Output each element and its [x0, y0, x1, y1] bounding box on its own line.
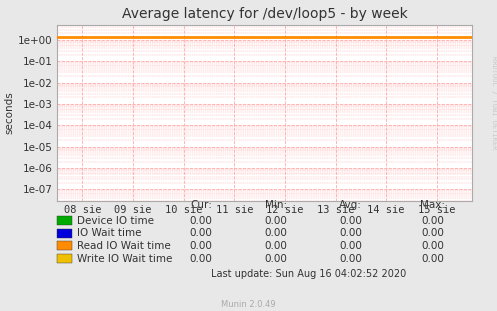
Text: 0.00: 0.00 — [339, 216, 362, 226]
Text: 0.00: 0.00 — [421, 254, 444, 264]
Text: 0.00: 0.00 — [190, 241, 213, 251]
Text: 0.00: 0.00 — [339, 241, 362, 251]
Text: RRDTOOL / TOBI OETIKER: RRDTOOL / TOBI OETIKER — [491, 56, 497, 149]
Y-axis label: seconds: seconds — [5, 91, 15, 134]
Text: 0.00: 0.00 — [190, 216, 213, 226]
Text: Avg:: Avg: — [339, 200, 362, 210]
Title: Average latency for /dev/loop5 - by week: Average latency for /dev/loop5 - by week — [122, 7, 408, 21]
Text: Max:: Max: — [420, 200, 445, 210]
Text: 0.00: 0.00 — [264, 254, 287, 264]
Text: Device IO time: Device IO time — [77, 216, 154, 226]
Text: 0.00: 0.00 — [264, 241, 287, 251]
Text: 0.00: 0.00 — [421, 228, 444, 238]
Text: 0.00: 0.00 — [339, 254, 362, 264]
Text: Read IO Wait time: Read IO Wait time — [77, 241, 171, 251]
Text: 0.00: 0.00 — [190, 228, 213, 238]
Text: Cur:: Cur: — [190, 200, 212, 210]
Text: 0.00: 0.00 — [421, 216, 444, 226]
Text: IO Wait time: IO Wait time — [77, 228, 142, 238]
Text: 0.00: 0.00 — [264, 216, 287, 226]
Text: Min:: Min: — [265, 200, 287, 210]
Text: Munin 2.0.49: Munin 2.0.49 — [221, 300, 276, 309]
Text: 0.00: 0.00 — [264, 228, 287, 238]
Text: Last update: Sun Aug 16 04:02:52 2020: Last update: Sun Aug 16 04:02:52 2020 — [211, 269, 406, 279]
Text: Write IO Wait time: Write IO Wait time — [77, 254, 172, 264]
Text: 0.00: 0.00 — [421, 241, 444, 251]
Text: 0.00: 0.00 — [190, 254, 213, 264]
Text: 0.00: 0.00 — [339, 228, 362, 238]
